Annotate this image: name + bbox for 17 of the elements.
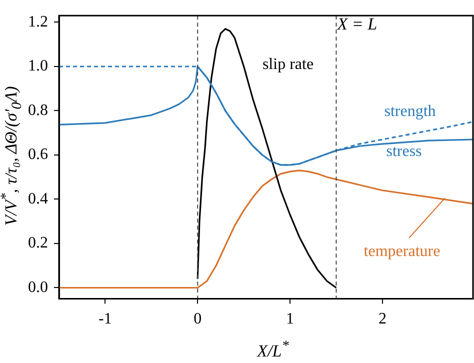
series-label: strength — [384, 103, 436, 120]
y-tick-label: 1.2 — [28, 13, 48, 30]
text: temperature — [364, 243, 440, 260]
x-tick-label: 1 — [286, 310, 294, 328]
y-tick-label: 0.8 — [28, 102, 48, 119]
series-label: stress — [386, 143, 422, 160]
series-label: slip rate — [262, 56, 314, 74]
x-tick-label: 2 — [378, 310, 386, 328]
ref-line-label: X = L — [336, 14, 378, 34]
y-tick-label: 1.0 — [28, 58, 48, 75]
x-tick-label: 0 — [194, 310, 202, 328]
y-tick-label: 0.6 — [28, 146, 48, 164]
y-tick-label: 0.0 — [28, 278, 48, 296]
y-tick-label: 0.4 — [28, 190, 48, 208]
y-tick-label: 0.2 — [28, 234, 48, 252]
x-tick-label: -1 — [98, 310, 112, 328]
x-axis-title: X/L$^{*}$ — [257, 338, 289, 362]
